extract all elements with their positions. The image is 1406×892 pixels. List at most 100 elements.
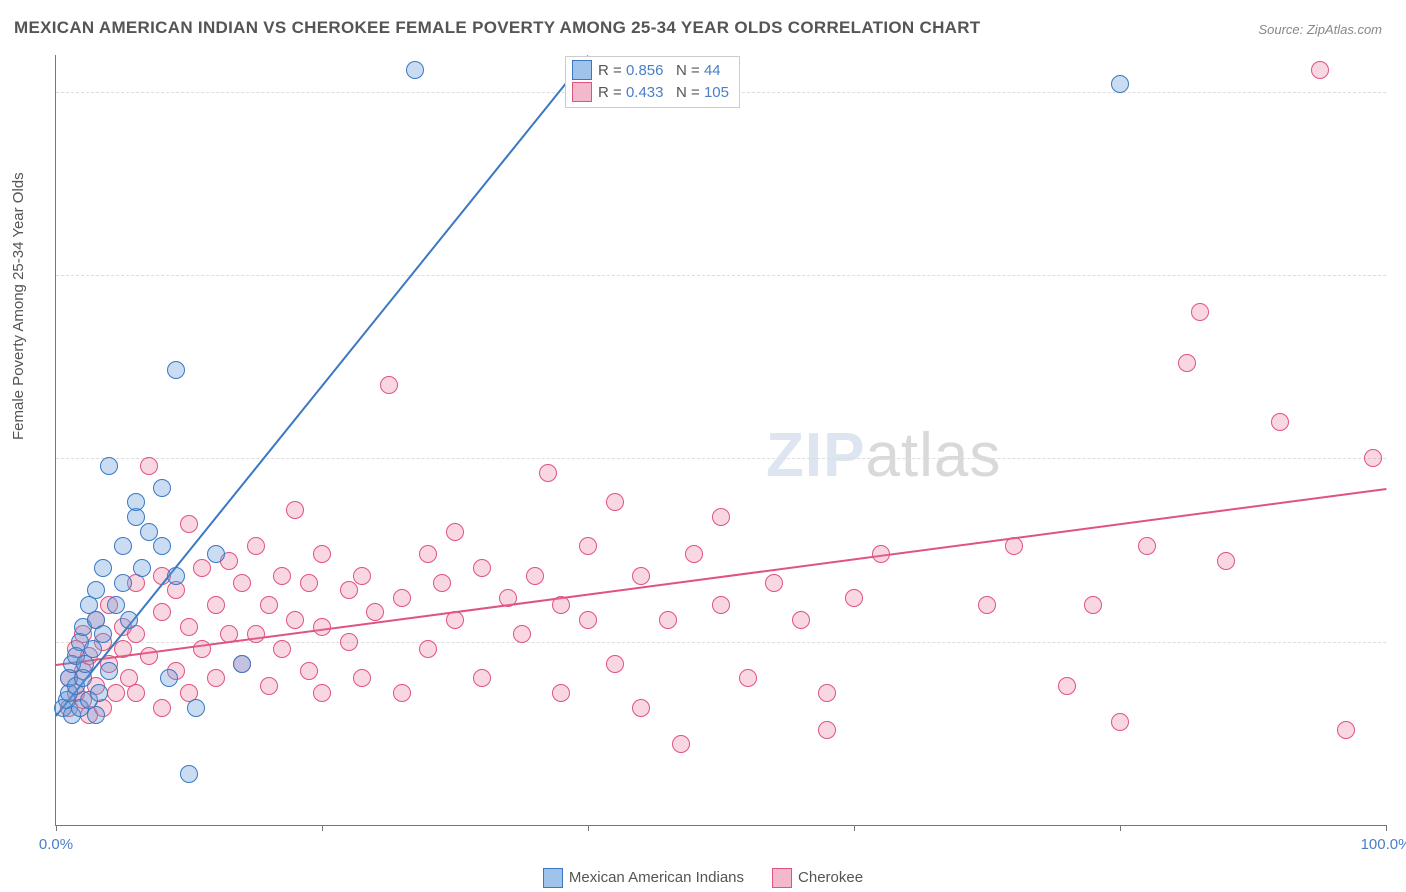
data-point — [160, 669, 178, 687]
data-point — [140, 457, 158, 475]
data-point — [180, 765, 198, 783]
data-point — [792, 611, 810, 629]
data-point — [1337, 721, 1355, 739]
y-tick-label: 25.0% — [1398, 633, 1406, 650]
data-point — [273, 640, 291, 658]
data-point — [579, 537, 597, 555]
data-point — [107, 596, 125, 614]
watermark-bold: ZIP — [766, 421, 865, 490]
data-point — [247, 537, 265, 555]
data-point — [260, 596, 278, 614]
data-point — [87, 581, 105, 599]
data-point — [127, 493, 145, 511]
data-point — [180, 515, 198, 533]
data-point — [260, 677, 278, 695]
data-point — [1058, 677, 1076, 695]
data-point — [100, 662, 118, 680]
data-point — [247, 625, 265, 643]
data-point — [313, 684, 331, 702]
data-point — [107, 684, 125, 702]
data-point — [526, 567, 544, 585]
data-point — [632, 699, 650, 717]
legend-swatch — [572, 60, 592, 80]
data-point — [90, 684, 108, 702]
data-point — [393, 589, 411, 607]
watermark: ZIPatlas — [766, 420, 1001, 491]
data-point — [220, 625, 238, 643]
data-point — [153, 603, 171, 621]
data-point — [233, 655, 251, 673]
data-point — [353, 669, 371, 687]
data-point — [133, 559, 151, 577]
data-point — [393, 684, 411, 702]
x-tick-mark — [56, 825, 57, 831]
legend-swatch — [772, 868, 792, 888]
data-point — [340, 633, 358, 651]
data-point — [167, 361, 185, 379]
data-point — [499, 589, 517, 607]
data-point — [818, 684, 836, 702]
data-point — [632, 567, 650, 585]
data-point — [207, 669, 225, 687]
data-point — [340, 581, 358, 599]
data-point — [739, 669, 757, 687]
data-point — [1178, 354, 1196, 372]
data-point — [659, 611, 677, 629]
data-point — [140, 647, 158, 665]
series-legend: Mexican American IndiansCherokee — [0, 868, 1406, 888]
data-point — [579, 611, 597, 629]
legend-row: R = 0.856 N = 44 — [572, 59, 729, 81]
watermark-thin: atlas — [865, 421, 1001, 490]
y-tick-label: 50.0% — [1398, 450, 1406, 467]
data-point — [712, 508, 730, 526]
data-point — [187, 699, 205, 717]
legend-row: R = 0.433 N = 105 — [572, 81, 729, 103]
data-point — [100, 457, 118, 475]
x-tick-mark — [1120, 825, 1121, 831]
data-point — [818, 721, 836, 739]
data-point — [1311, 61, 1329, 79]
data-point — [606, 655, 624, 673]
data-point — [127, 684, 145, 702]
data-point — [87, 706, 105, 724]
x-tick-label: 0.0% — [39, 836, 73, 853]
legend-swatch — [543, 868, 563, 888]
data-point — [366, 603, 384, 621]
x-tick-mark — [588, 825, 589, 831]
data-point — [712, 596, 730, 614]
chart-title: MEXICAN AMERICAN INDIAN VS CHEROKEE FEMA… — [14, 18, 981, 38]
data-point — [300, 662, 318, 680]
data-point — [406, 61, 424, 79]
x-tick-mark — [1386, 825, 1387, 831]
data-point — [180, 618, 198, 636]
data-point — [446, 523, 464, 541]
data-point — [193, 559, 211, 577]
data-point — [433, 574, 451, 592]
correlation-legend: R = 0.856 N = 44 R = 0.433 N = 105 — [565, 56, 740, 108]
data-point — [153, 537, 171, 555]
data-point — [380, 376, 398, 394]
data-point — [552, 596, 570, 614]
data-point — [207, 596, 225, 614]
data-point — [1138, 537, 1156, 555]
data-point — [153, 699, 171, 717]
legend-stats: R = 0.856 N = 44 — [598, 62, 721, 79]
data-point — [140, 523, 158, 541]
data-point — [233, 574, 251, 592]
data-point — [313, 618, 331, 636]
data-point — [765, 574, 783, 592]
data-point — [114, 574, 132, 592]
data-point — [1084, 596, 1102, 614]
legend-swatch — [572, 82, 592, 102]
x-tick-mark — [322, 825, 323, 831]
data-point — [300, 574, 318, 592]
data-point — [313, 545, 331, 563]
data-point — [1111, 75, 1129, 93]
data-point — [419, 640, 437, 658]
source-attribution: Source: ZipAtlas.com — [1258, 22, 1382, 37]
data-point — [193, 640, 211, 658]
data-point — [167, 567, 185, 585]
legend-item: Cherokee — [772, 868, 863, 888]
gridline — [56, 275, 1386, 276]
y-tick-label: 100.0% — [1398, 83, 1406, 100]
